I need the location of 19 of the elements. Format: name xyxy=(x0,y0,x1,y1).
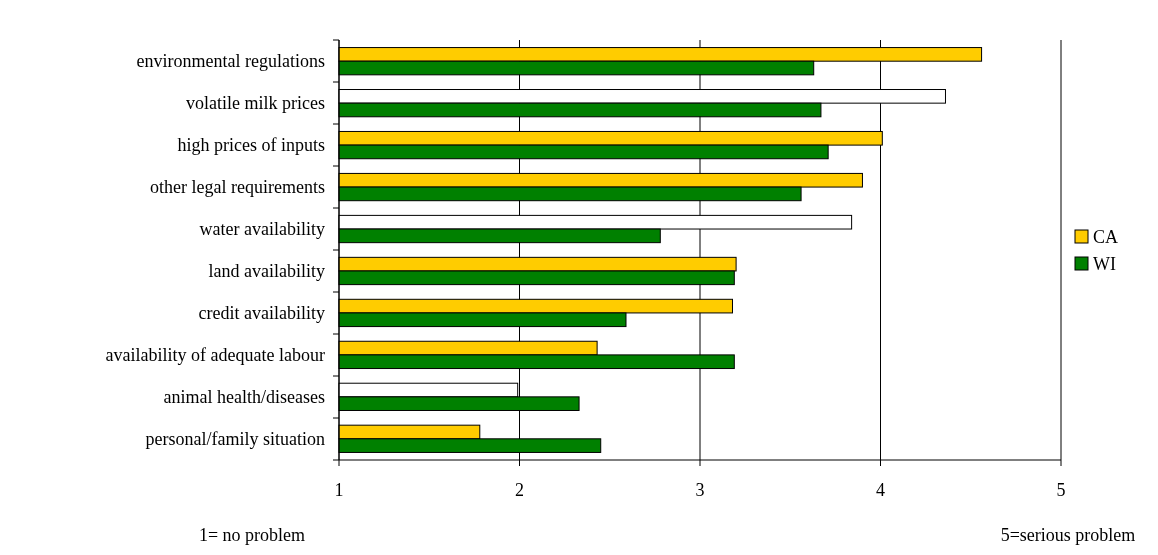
legend-label: CA xyxy=(1093,227,1119,247)
y-tick-label: volatile milk prices xyxy=(186,93,325,114)
text: 1= no problem xyxy=(198,525,306,545)
y-tick-label: animal health/diseases xyxy=(163,386,325,407)
text: 5=serious problem xyxy=(1000,525,1136,545)
y-tick-label: credit availability xyxy=(198,302,325,323)
y-tick-label: other legal requirements xyxy=(150,177,325,198)
y-tick-label: water availability xyxy=(199,219,325,240)
x-tick-label: 5 xyxy=(1056,480,1066,500)
x-tick-label: 3 xyxy=(695,480,705,500)
x-tick-label: 1 xyxy=(334,480,344,500)
y-tick-label: availability of adequate labour xyxy=(105,344,325,365)
y-tick-label: land availability xyxy=(208,260,325,281)
x-tick-label: 4 xyxy=(876,480,885,500)
x-tick-label: 2 xyxy=(515,480,524,500)
y-tick-label: high prices of inputs xyxy=(177,135,325,156)
legend-label: WI xyxy=(1093,254,1116,274)
y-tick-label: personal/family situation xyxy=(145,428,325,449)
y-tick-label: environmental regulations xyxy=(136,51,325,72)
